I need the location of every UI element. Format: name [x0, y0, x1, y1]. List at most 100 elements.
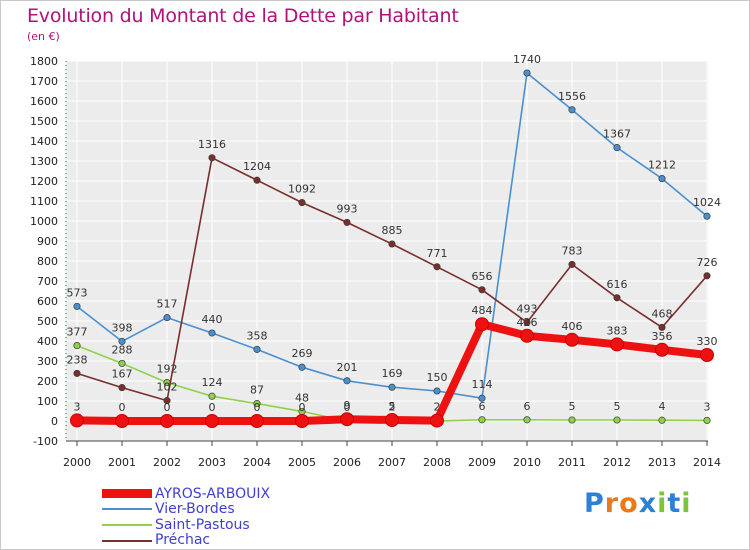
x-tick-label: 2000	[63, 456, 91, 469]
data-label-vier-bordes: 1367	[603, 128, 631, 141]
data-label-vier-bordes: 398	[112, 321, 133, 334]
x-tick-label: 2003	[198, 456, 226, 469]
data-label-ayros-arbouix: 0	[299, 401, 306, 414]
legend-label-saint-pastous: Saint-Pastous	[155, 517, 250, 533]
legend-swatch-prechac	[102, 540, 152, 542]
data-point-ayros-arbouix	[250, 414, 264, 428]
data-label-vier-bordes: 517	[157, 298, 178, 311]
data-label-saint-pastous: 5	[614, 400, 621, 413]
x-tick-label: 2004	[243, 456, 271, 469]
data-label-pr-chac: 656	[472, 270, 493, 283]
data-label-pr-chac: 885	[382, 224, 403, 237]
y-tick-label: 1800	[30, 55, 58, 68]
data-point-saint-pastous	[253, 400, 261, 408]
data-label-pr-chac: 993	[337, 202, 358, 215]
data-label-pr-chac: 1316	[198, 138, 226, 151]
data-label-saint-pastous: 4	[659, 400, 666, 413]
data-point-pr-chac	[523, 318, 531, 326]
y-tick-label: -100	[33, 435, 58, 448]
data-label-ayros-arbouix: 356	[652, 330, 673, 343]
x-tick-label: 2005	[288, 456, 316, 469]
data-point-pr-chac	[568, 260, 576, 268]
data-label-pr-chac: 783	[562, 244, 583, 257]
data-point-pr-chac	[298, 199, 306, 207]
data-point-vier-bordes	[478, 394, 486, 402]
data-label-pr-chac: 493	[517, 302, 538, 315]
data-point-vier-bordes	[388, 383, 396, 391]
data-label-saint-pastous: 6	[524, 400, 531, 413]
data-label-saint-pastous: 5	[569, 400, 576, 413]
data-label-ayros-arbouix: 0	[209, 401, 216, 414]
x-tick-label: 2014	[693, 456, 721, 469]
data-point-vier-bordes	[658, 175, 666, 183]
y-tick-label: 1000	[30, 215, 58, 228]
data-point-ayros-arbouix	[385, 413, 399, 427]
chart-unit: (en €)	[27, 30, 60, 43]
data-label-vier-bordes: 1740	[513, 53, 541, 66]
data-point-pr-chac	[73, 369, 81, 377]
logo-letter: P	[584, 488, 605, 519]
data-point-vier-bordes	[568, 106, 576, 114]
legend-label-vier-bordes: Vier-Bordes	[155, 501, 235, 517]
logo-letter: x	[638, 488, 658, 519]
logo-letter: i	[681, 488, 692, 519]
data-label-ayros-arbouix: 2	[434, 401, 441, 414]
legend-swatch-saint-pastous	[102, 524, 152, 526]
data-point-ayros-arbouix	[430, 413, 444, 428]
data-label-saint-pastous: 6	[479, 400, 486, 413]
data-label-ayros-arbouix: 0	[164, 401, 171, 414]
y-tick-label: 800	[37, 255, 58, 268]
legend-swatch-ayros-arbouix	[102, 489, 152, 498]
data-label-vier-bordes: 1556	[558, 90, 586, 103]
y-tick-label: 200	[37, 375, 58, 388]
data-point-pr-chac	[613, 294, 621, 302]
data-point-ayros-arbouix	[700, 348, 714, 362]
data-point-vier-bordes	[163, 314, 171, 322]
data-label-saint-pastous: 377	[67, 326, 88, 339]
data-label-saint-pastous: 48	[295, 391, 309, 404]
data-point-pr-chac	[118, 384, 126, 392]
data-label-vier-bordes: 358	[247, 329, 268, 342]
chart-title: Evolution du Montant de la Dette par Hab…	[27, 5, 459, 27]
y-tick-label: 1200	[30, 175, 58, 188]
y-tick-label: 400	[37, 335, 58, 348]
data-point-saint-pastous	[613, 416, 621, 424]
data-point-pr-chac	[478, 286, 486, 294]
y-tick-label: 1700	[30, 75, 58, 88]
data-label-saint-pastous: 2	[389, 401, 396, 414]
data-label-vier-bordes: 114	[472, 378, 493, 391]
data-point-saint-pastous	[703, 416, 711, 424]
y-tick-label: 700	[37, 275, 58, 288]
data-point-pr-chac	[343, 218, 351, 226]
data-label-pr-chac: 771	[427, 247, 448, 260]
data-point-pr-chac	[658, 323, 666, 331]
x-tick-label: 2011	[558, 456, 586, 469]
data-point-saint-pastous	[73, 342, 81, 350]
data-point-saint-pastous	[568, 416, 576, 424]
x-tick-label: 2009	[468, 456, 496, 469]
data-label-pr-chac: 167	[112, 368, 133, 381]
y-tick-label: 500	[37, 315, 58, 328]
data-label-saint-pastous: 288	[112, 343, 133, 356]
data-point-saint-pastous	[208, 392, 216, 400]
x-tick-label: 2006	[333, 456, 361, 469]
data-point-vier-bordes	[523, 69, 531, 77]
logo-letter: i	[657, 488, 668, 519]
data-point-ayros-arbouix	[655, 342, 669, 357]
data-label-saint-pastous: 87	[250, 384, 264, 397]
data-label-pr-chac: 1204	[243, 160, 271, 173]
plot-background	[66, 61, 708, 441]
y-tick-label: 600	[37, 295, 58, 308]
y-tick-label: 300	[37, 355, 58, 368]
data-point-vier-bordes	[208, 329, 216, 337]
x-tick-label: 2007	[378, 456, 406, 469]
x-tick-label: 2008	[423, 456, 451, 469]
data-label-vier-bordes: 1212	[648, 159, 676, 172]
data-point-ayros-arbouix	[475, 317, 489, 332]
data-label-vier-bordes: 169	[382, 367, 403, 380]
data-point-vier-bordes	[298, 363, 306, 371]
data-point-pr-chac	[163, 397, 171, 405]
legend-label-ayros-arbouix: AYROS-ARBOUIX	[155, 486, 271, 502]
data-label-ayros-arbouix: 406	[562, 320, 583, 333]
